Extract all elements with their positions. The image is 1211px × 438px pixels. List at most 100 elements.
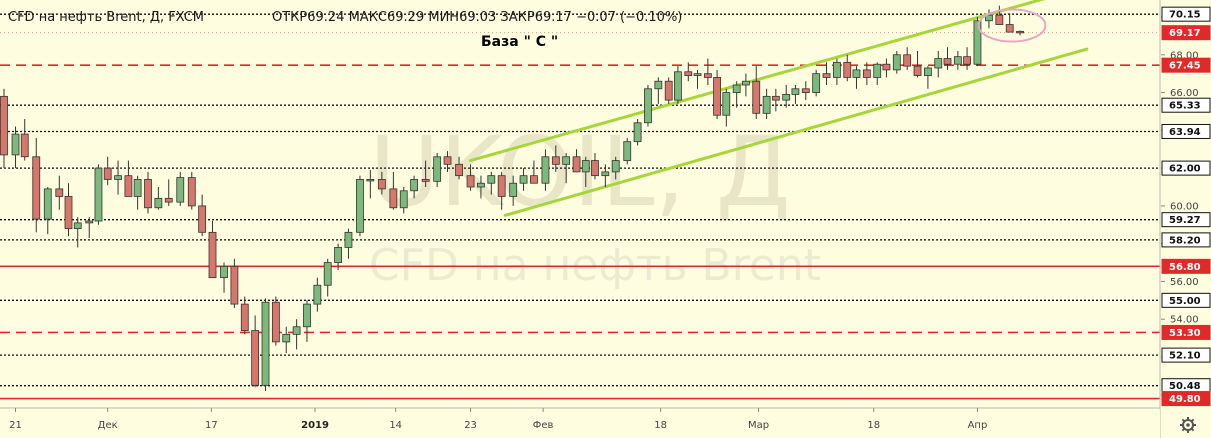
- candle-body: [114, 175, 122, 180]
- candle-up: [562, 153, 571, 184]
- candle-body: [32, 156, 41, 220]
- level-price-box: [1161, 57, 1211, 73]
- candle-down: [963, 47, 971, 70]
- highlight-ellipse: [977, 8, 1047, 43]
- candle-down: [377, 171, 386, 195]
- candle-body: [581, 160, 590, 173]
- candle-body: [633, 122, 642, 143]
- candle-body: [903, 54, 912, 67]
- candle-body: [913, 65, 922, 76]
- candle-down: [591, 153, 599, 180]
- candle-body: [924, 67, 932, 76]
- candle-body: [133, 179, 142, 197]
- candle-down: [1016, 30, 1024, 36]
- candle-up: [852, 66, 861, 89]
- candle-body: [164, 197, 173, 203]
- symbol-title: CFD на нефть Brent, Д, FXCM: [8, 10, 204, 25]
- ohlc-readout: ОТКР69.24 МАКС69.29 МИН69.03 ЗАКР69.17 −…: [272, 10, 682, 25]
- level-price-box: [1161, 347, 1211, 363]
- x-tick-label: Фев: [533, 420, 554, 431]
- candle-body: [862, 69, 871, 78]
- level-price-label: 63.94: [1169, 127, 1201, 138]
- channel-layer: [469, 0, 1089, 217]
- candle-body: [791, 88, 800, 95]
- candle-down: [822, 62, 831, 85]
- candle-up: [732, 81, 741, 108]
- time-axis[interactable]: [0, 409, 1160, 438]
- candle-body: [713, 77, 721, 116]
- candle-up: [601, 164, 610, 187]
- candle-body: [220, 265, 228, 279]
- candles-layer: [0, 5, 1024, 391]
- candle-up: [11, 126, 20, 169]
- candle-body: [366, 179, 375, 182]
- candle-body: [477, 182, 485, 188]
- level-price-label: 62.00: [1169, 164, 1201, 175]
- candle-up: [85, 217, 94, 238]
- candle-down: [271, 296, 280, 346]
- candle-body: [43, 188, 52, 220]
- candle-up: [410, 175, 419, 199]
- candle-body: [530, 175, 538, 184]
- candle-body: [644, 88, 652, 124]
- candle-body: [410, 179, 419, 192]
- candle-down: [903, 47, 912, 70]
- candle-body: [466, 175, 475, 188]
- candle-body: [762, 95, 771, 114]
- candle-down: [240, 296, 249, 335]
- candle-up: [334, 243, 342, 271]
- candle-down: [389, 171, 398, 210]
- candle-body: [124, 175, 133, 197]
- candle-down: [443, 151, 452, 172]
- candle-body: [443, 156, 452, 165]
- candle-body: [261, 301, 270, 386]
- x-tick-label: 17: [205, 420, 218, 431]
- candle-body: [943, 58, 952, 65]
- candle-down: [551, 145, 560, 172]
- candle-body: [782, 94, 791, 101]
- candle-body: [455, 163, 463, 177]
- candle-down: [64, 183, 73, 237]
- candle-up: [674, 66, 682, 104]
- candle-body: [303, 303, 311, 328]
- candle-body: [313, 284, 322, 305]
- candle-down: [164, 179, 173, 206]
- candle-down: [0, 88, 8, 169]
- level-price-box: [1161, 391, 1211, 407]
- candle-up: [519, 168, 528, 191]
- candle-body: [832, 61, 841, 78]
- level-price-label: 55.00: [1169, 296, 1201, 307]
- candle-body: [1016, 30, 1024, 34]
- candle-body: [103, 167, 112, 180]
- candle-body: [251, 330, 260, 386]
- level-price-label: 69.17: [1169, 28, 1201, 39]
- candle-body: [801, 88, 810, 93]
- candle-down: [230, 258, 239, 308]
- level-price-label: 58.20: [1169, 235, 1201, 246]
- candle-body: [187, 177, 196, 207]
- level-price-box: [1161, 6, 1211, 22]
- candle-body: [240, 303, 249, 331]
- level-price-label: 65.33: [1169, 101, 1201, 112]
- candle-up: [633, 119, 642, 146]
- candle-up: [654, 77, 663, 104]
- candle-down: [913, 51, 922, 78]
- candle-up: [892, 51, 901, 74]
- candle-body: [934, 58, 943, 69]
- candle-body: [752, 80, 761, 114]
- candle-down: [421, 160, 430, 187]
- time-axis-ticks: 21 Дек 17 2019 14 23 Фев 18 Мар 18 Апр: [9, 408, 987, 431]
- gear-icon[interactable]: [1180, 417, 1196, 433]
- candle-body: [812, 73, 821, 93]
- candle-down: [1005, 13, 1014, 33]
- candle-down: [995, 5, 1004, 25]
- candle-body: [995, 14, 1004, 25]
- candle-up: [623, 137, 632, 165]
- candle-up: [973, 17, 982, 67]
- x-tick-label: 21: [9, 420, 22, 431]
- candle-up: [323, 258, 332, 297]
- candle-body: [208, 231, 217, 279]
- candle-body: [144, 179, 152, 209]
- candle-down: [20, 119, 29, 161]
